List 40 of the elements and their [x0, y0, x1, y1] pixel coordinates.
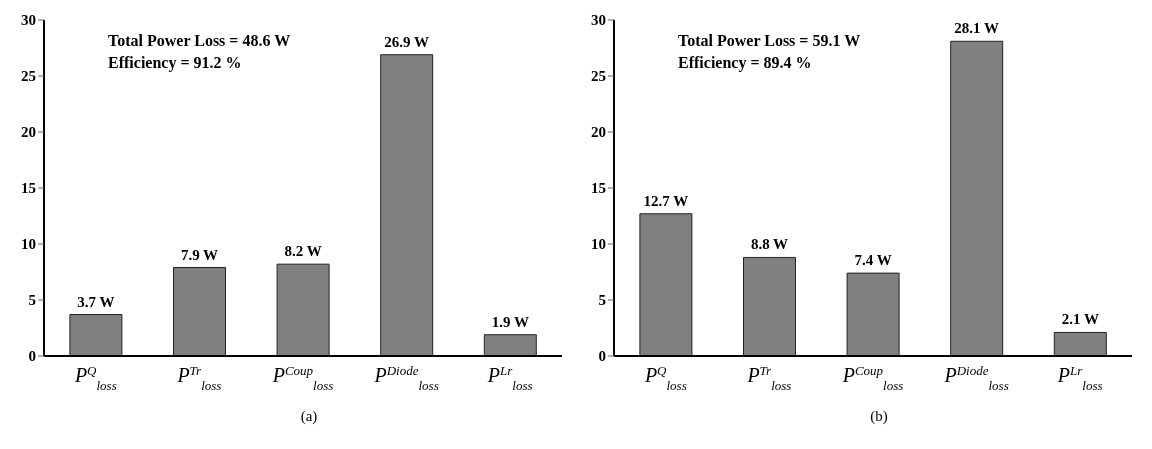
y-tick-label: 5	[28, 292, 36, 309]
y-tick-label: 25	[21, 68, 36, 85]
data-label: 7.9 W	[180, 246, 219, 263]
annotation: Efficiency = 89.4 %	[678, 53, 813, 74]
data-label: 2.1 W	[1061, 311, 1099, 328]
bar	[743, 256, 796, 356]
y-tick-label: 20	[591, 124, 606, 141]
bar	[846, 272, 900, 356]
data-label: 28.1 W	[954, 20, 1000, 37]
y-tick-label: 0	[28, 348, 36, 365]
y-tick-label: 15	[591, 180, 606, 197]
y-tick-label: 5	[598, 292, 606, 309]
y-tick-label: 10	[591, 236, 606, 253]
bar	[173, 267, 226, 356]
bar	[380, 54, 434, 356]
annotation: Total Power Loss = 48.6 W	[108, 31, 291, 51]
bar	[69, 314, 123, 356]
bar	[950, 40, 1004, 356]
x-axis-title: (b)	[869, 408, 889, 425]
bar	[1053, 331, 1107, 356]
y-tick-label: 30	[21, 12, 36, 29]
data-label: 26.9 W	[384, 33, 430, 50]
bar	[639, 213, 693, 356]
y-tick-label: 0	[598, 348, 606, 365]
y-tick-label: 25	[591, 68, 606, 85]
bar	[276, 263, 330, 356]
y-tick-label: 20	[21, 124, 36, 141]
data-label: 1.9 W	[491, 313, 529, 330]
data-label: 3.7 W	[77, 293, 115, 310]
y-tick-label: 15	[21, 180, 36, 197]
data-label: 7.4 W	[854, 252, 892, 269]
y-tick-label: 30	[591, 12, 606, 29]
data-label: 8.2 W	[284, 243, 322, 260]
annotation: Total Power Loss = 59.1 W	[678, 31, 861, 51]
data-label: 8.8 W	[750, 236, 789, 253]
bar	[483, 334, 537, 356]
x-axis-title: (a)	[299, 408, 319, 425]
data-label: 12.7 W	[643, 192, 689, 209]
y-tick-label: 10	[21, 236, 36, 253]
annotation: Efficiency = 91.2 %	[108, 53, 243, 74]
